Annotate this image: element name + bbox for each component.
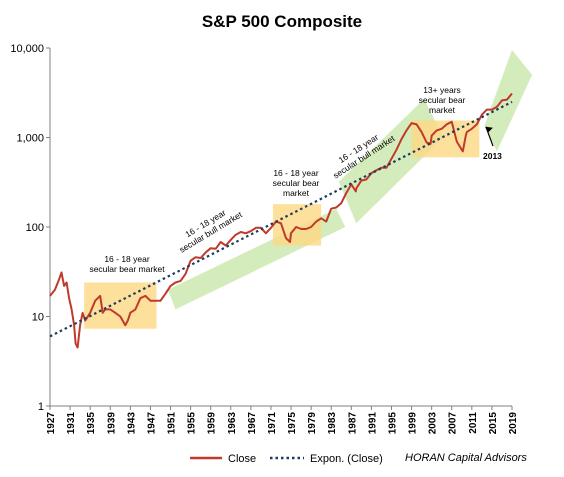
x-tick-label: 2007	[448, 412, 459, 435]
chart-title: S&P 500 Composite	[202, 12, 362, 31]
annotation-bull-1950s: 16 - 18 yearsecular bull market	[172, 200, 244, 254]
x-tick-label: 1931	[66, 412, 77, 435]
tick-labels: 1 10 100 1,000 10,000 1927 1931 1935 1939 1943 194…	[10, 43, 519, 434]
x-tick-label: 1991	[367, 412, 378, 435]
x-tick-label: 2011	[468, 412, 479, 434]
x-tick-label: 1987	[347, 412, 358, 435]
x-tick-label: 1943	[126, 412, 137, 435]
x-tick-label: 1935	[86, 412, 97, 435]
y-tick-label: 1	[38, 401, 44, 413]
y-tick-label: 10,000	[10, 43, 44, 55]
x-tick-label: 1959	[207, 412, 218, 435]
x-tick-label: 1947	[146, 412, 157, 435]
bear-market-box-1	[84, 282, 157, 329]
x-tick-label: 1963	[227, 412, 238, 435]
annotation-2013: 2013	[483, 151, 502, 161]
x-tick-label: 1975	[287, 412, 298, 435]
y-tick-label: 100	[26, 222, 44, 234]
axes	[46, 47, 513, 410]
source-credit: HORAN Capital Advisors	[405, 452, 527, 464]
legend: Close Expon. (Close)	[190, 453, 383, 465]
annotation-bear-1970s: 16 - 18 year secular bear market	[273, 168, 320, 198]
x-tick-label: 2015	[488, 412, 499, 435]
x-tick-label: 1999	[408, 412, 419, 435]
y-tick-label: 1,000	[16, 133, 44, 145]
annotation-2013-arrowhead	[485, 126, 493, 133]
bull-market-band-3	[484, 50, 533, 152]
annotation-bear-2000s: 13+ years secular bear market	[419, 85, 466, 115]
x-tick-label: 1939	[106, 412, 117, 435]
x-tick-label: 1971	[267, 412, 278, 435]
x-tick-label: 1995	[387, 412, 398, 435]
legend-trend-label: Expon. (Close)	[310, 453, 383, 465]
annotation-bear-1930s: 16 - 18 year secular bear market	[89, 254, 165, 274]
x-tick-label: 1967	[247, 412, 258, 435]
x-tick-label: 2003	[428, 412, 439, 435]
series-close-line	[49, 92, 513, 349]
series-lines	[49, 92, 513, 349]
legend-close-label: Close	[228, 453, 256, 465]
x-tick-label: 1951	[167, 412, 178, 435]
x-tick-label: 1983	[327, 412, 338, 435]
series-trend-line	[49, 100, 513, 338]
y-tick-label: 10	[32, 312, 44, 324]
x-tick-label: 1927	[46, 412, 57, 435]
x-tick-label: 2019	[508, 412, 519, 435]
x-tick-label: 1979	[307, 412, 318, 435]
x-tick-label: 1955	[187, 412, 198, 435]
